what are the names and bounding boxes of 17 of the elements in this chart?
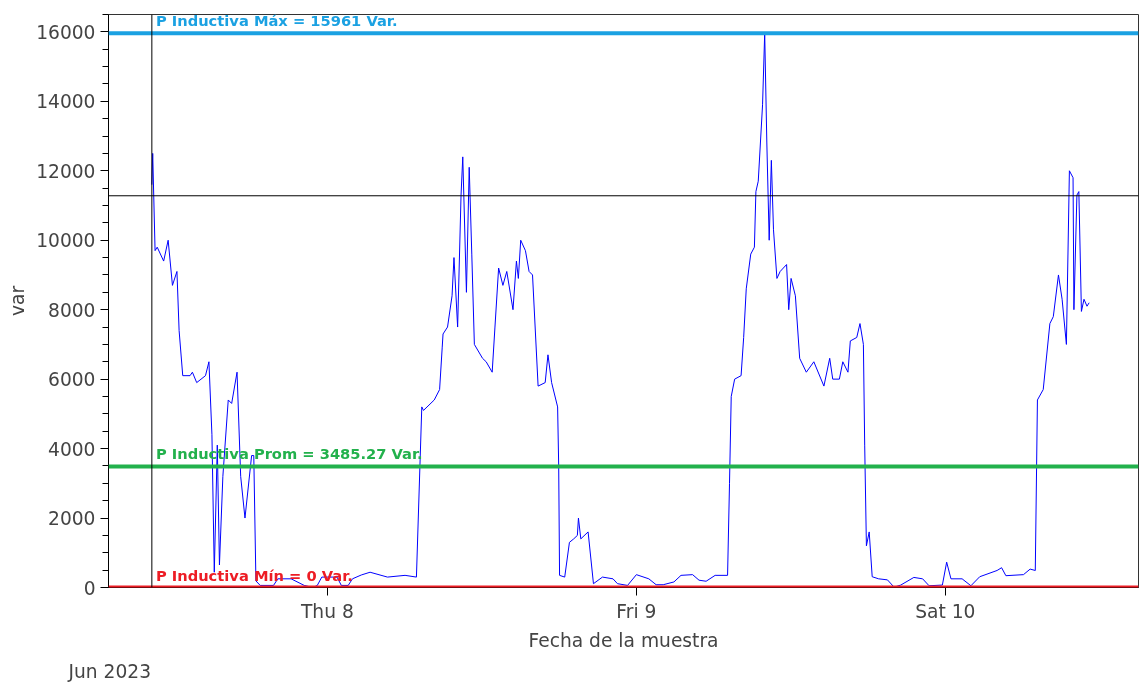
y-tick-label: 0	[83, 577, 96, 599]
y-axis-title: var	[7, 285, 29, 317]
y-tick-label: 14000	[36, 91, 96, 113]
x-tick-label: Fri 9	[616, 600, 657, 622]
y-tick-label: 10000	[36, 230, 96, 252]
y-tick-label: 12000	[36, 160, 96, 182]
y-tick-label: 8000	[48, 299, 96, 321]
x-tick-label: Thu 8	[299, 600, 354, 622]
ref-line-label: P Inductiva Máx = 15961 Var.	[155, 12, 398, 30]
y-tick-label: 6000	[48, 369, 96, 391]
y-tick-label: 2000	[48, 508, 96, 530]
text: Jun 2023	[67, 660, 152, 682]
line-series	[151, 32, 1090, 588]
x-tick-label: Sat 10	[915, 600, 976, 622]
y-tick-label: 16000	[36, 21, 96, 43]
x-axis-title: Fecha de la muestra	[528, 629, 719, 651]
y-tick-label: 4000	[48, 438, 96, 460]
